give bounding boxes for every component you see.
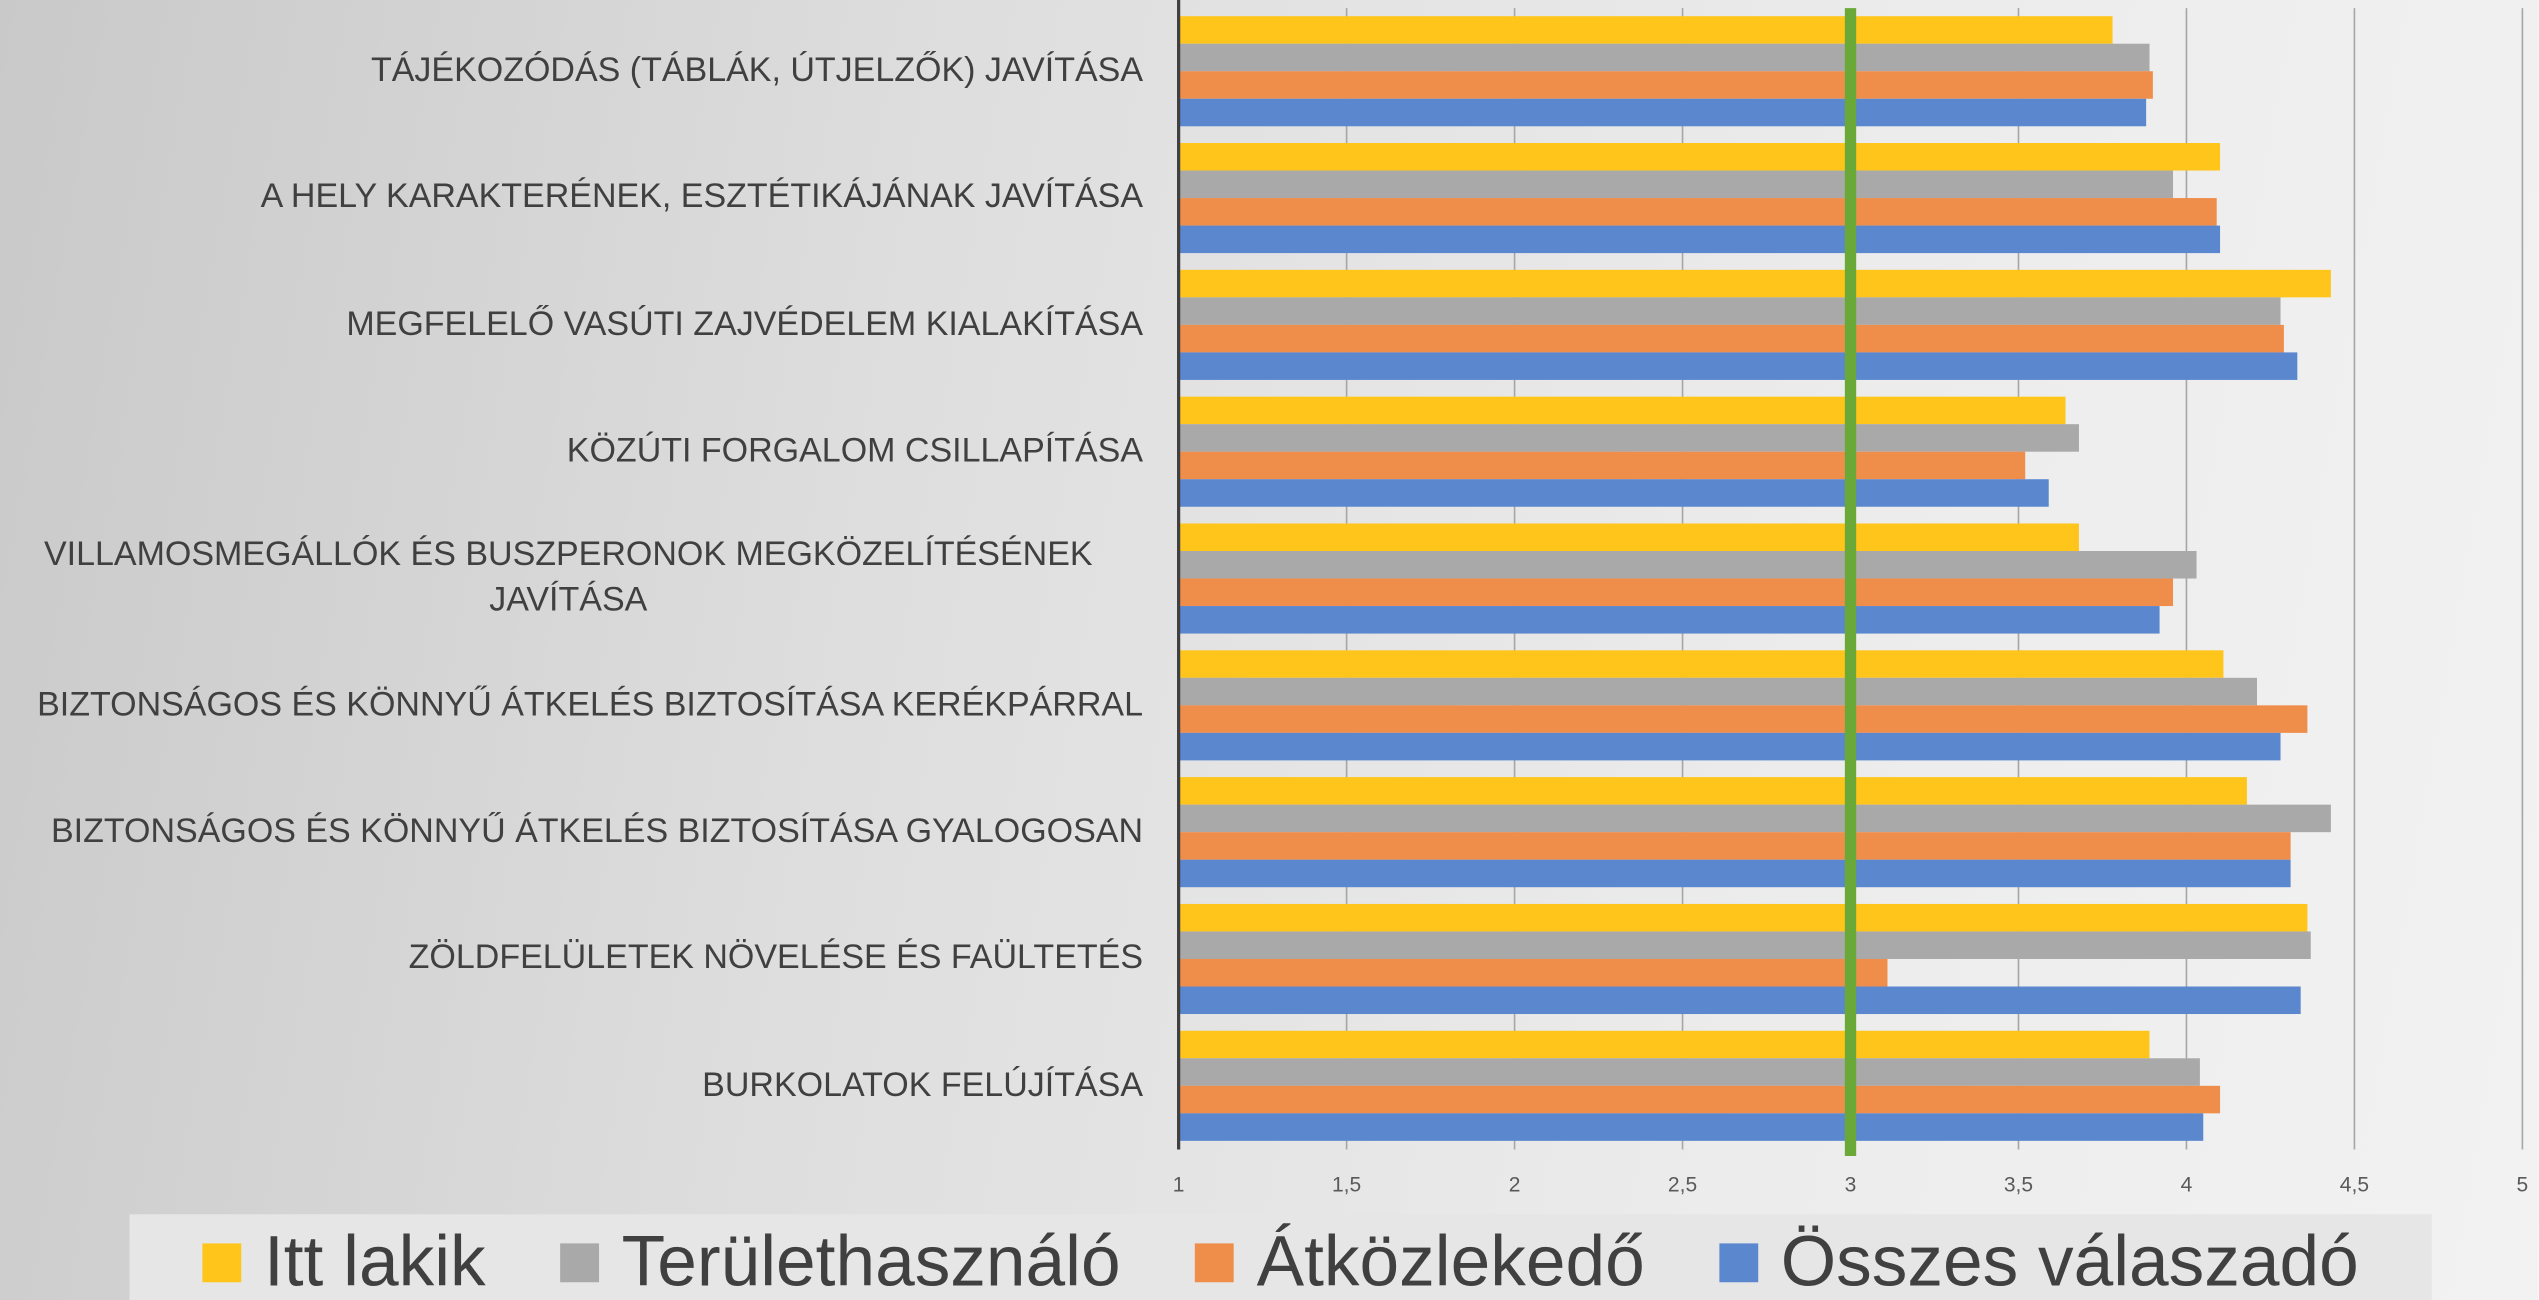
x-tick-label: 3,5: [2004, 1174, 2033, 1197]
legend-label: Területhasználó: [621, 1222, 1121, 1300]
category-label: A HELY KARAKTERÉNEK, ESZTÉTIKÁJÁNAK JAVÍ…: [0, 175, 1143, 220]
x-tick-label: 1: [1173, 1174, 1185, 1197]
legend-item: Átközlekedő: [1195, 1222, 1645, 1300]
legend-swatch: [1719, 1243, 1759, 1283]
bar: [1178, 225, 2221, 254]
bar: [1178, 986, 2301, 1015]
bar: [1178, 269, 2331, 298]
legend-item: Összes válaszadó: [1719, 1222, 2359, 1300]
category-text: BURKOLATOK FELÚJÍTÁSA: [702, 1066, 1144, 1104]
legend-item: Területhasználó: [560, 1222, 1121, 1300]
legend-swatch: [1195, 1243, 1234, 1283]
bar: [1178, 859, 2291, 888]
legend-label: Itt lakik: [263, 1222, 486, 1300]
bar: [1178, 705, 2308, 733]
bar: [1178, 43, 2150, 72]
legend-label: Összes válaszadó: [1780, 1222, 2359, 1300]
bar: [1178, 297, 2281, 325]
category-text: TÁJÉKOZÓDÁS (TÁBLÁK, ÚTJELZŐK) JAVÍTÁSA: [370, 51, 1144, 90]
category-text: BIZTONSÁGOS ÉS KÖNNYŰ ÁTKELÉS BIZTOSÍTÁS…: [50, 812, 1144, 850]
x-tick-label: 1,5: [1332, 1174, 1361, 1197]
bar: [1178, 832, 2291, 860]
x-tick-label: 3: [1845, 1174, 1857, 1197]
bar: [1178, 1058, 2200, 1086]
legend: Itt lakik Területhasználó Átközlekedő Össze…: [129, 1214, 2432, 1300]
legend-item: Itt lakik: [202, 1222, 486, 1300]
bar: [1178, 550, 2197, 579]
legend-swatch: [560, 1243, 599, 1283]
bar: [1178, 98, 2147, 127]
category-label: MEGFELELŐ VASÚTI ZAJVÉDELEM KIALAKÍTÁSA: [0, 302, 1143, 347]
bar: [1178, 650, 2224, 678]
legend-swatch: [202, 1243, 242, 1283]
bar: [1178, 804, 2331, 833]
category-text: ZÖLDFELÜLETEK NÖVELÉSE ÉS FAÜLTETÉS: [408, 939, 1144, 977]
bar: [1178, 931, 2311, 959]
bar: [1178, 170, 2174, 199]
bar: [1178, 71, 2153, 99]
bar: [1178, 1113, 2204, 1141]
x-tick-label: 4: [2181, 1174, 2193, 1197]
x-tick-label: 2: [1509, 1174, 1521, 1197]
bar: [1178, 523, 2079, 551]
x-tick-label: 5: [2517, 1174, 2529, 1197]
bar: [1178, 606, 2160, 634]
category-label: TÁJÉKOZÓDÁS (TÁBLÁK, ÚTJELZŐK) JAVÍTÁSA: [0, 49, 1143, 94]
legend-label: Átközlekedő: [1256, 1222, 1645, 1300]
category-label: BURKOLATOK FELÚJÍTÁSA: [0, 1063, 1143, 1108]
category-text: KÖZÚTI FORGALOM CSILLAPÍTÁSA: [566, 432, 1144, 470]
category-label: BIZTONSÁGOS ÉS KÖNNYŰ ÁTKELÉS BIZTOSÍTÁS…: [0, 810, 1143, 855]
bar: [1178, 16, 2113, 44]
bar: [1178, 352, 2298, 380]
bar: [1178, 777, 2247, 805]
bar: [1178, 903, 2308, 932]
category-text: MEGFELELŐ VASÚTI ZAJVÉDELEM KIALAKÍTÁSA: [346, 305, 1144, 343]
bar: [1178, 578, 2174, 607]
bar: [1178, 396, 2066, 425]
x-tick-label: 4,5: [2340, 1174, 2369, 1197]
bar: [1178, 143, 2221, 171]
category-label: VILLAMOSMEGÁLLÓK ÉS BUSZPERONOK MEGKÖZEL…: [0, 533, 1143, 624]
bar: [1178, 1085, 2221, 1114]
x-tick-label: 2,5: [1668, 1174, 1697, 1197]
bar: [1178, 958, 1888, 987]
category-text: A HELY KARAKTERÉNEK, ESZTÉTIKÁJÁNAK JAVÍ…: [260, 178, 1144, 216]
category-text: BIZTONSÁGOS ÉS KÖNNYŰ ÁTKELÉS BIZTOSÍTÁS…: [37, 685, 1144, 724]
category-label: BIZTONSÁGOS ÉS KÖNNYŰ ÁTKELÉS BIZTOSÍTÁS…: [0, 683, 1143, 728]
bar: [1178, 1030, 2150, 1059]
bar: [1178, 677, 2258, 706]
bar: [1178, 324, 2284, 353]
bar: [1178, 424, 2079, 452]
category-label: KÖZÚTI FORGALOM CSILLAPÍTÁSA: [0, 429, 1143, 474]
bar: [1178, 732, 2281, 761]
bar: [1178, 198, 2217, 226]
category-label: ZÖLDFELÜLETEK NÖVELÉSE ÉS FAÜLTETÉS: [0, 936, 1143, 981]
bar: [1178, 451, 2026, 480]
category-text: VILLAMOSMEGÁLLÓK ÉS BUSZPERONOK MEGKÖZEL…: [43, 536, 1093, 619]
bar: [1178, 479, 2049, 507]
